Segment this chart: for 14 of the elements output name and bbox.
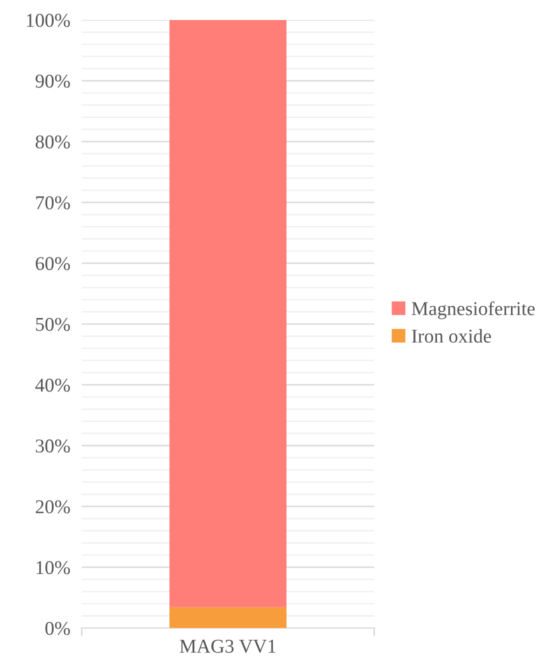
legend-label: Iron oxide xyxy=(412,329,491,343)
y-tick-label: 20% xyxy=(36,500,70,514)
y-tick-label: 90% xyxy=(36,74,70,88)
y-tick-label: 30% xyxy=(36,439,70,453)
y-tick-label: 60% xyxy=(36,257,70,270)
legend-label: Magnesioferrite xyxy=(412,301,535,320)
y-tick-label: 100% xyxy=(26,14,70,27)
y-tick-label: 40% xyxy=(35,378,70,392)
y-tick-label: 80% xyxy=(36,135,70,149)
y-tick-label: 70% xyxy=(36,196,70,210)
y-tick-label: 0% xyxy=(45,622,70,636)
x-tick-label: MAG3 VV1 xyxy=(180,640,276,653)
y-tick-label: 50% xyxy=(36,318,70,332)
y-tick-label: 10% xyxy=(36,561,70,574)
